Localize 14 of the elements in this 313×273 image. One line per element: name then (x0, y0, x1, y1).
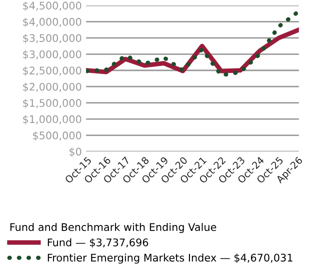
legend-label: Frontier Emerging Markets Index — $4,670,031 (48, 254, 292, 264)
y-tick-label: $500,000 (33, 131, 82, 141)
legend-title: Fund and Benchmark with Ending Value (10, 222, 216, 234)
y-tick-label: $2,000,000 (23, 82, 82, 92)
y-tick-label: $0 (70, 148, 82, 158)
y-tick-label: $3,500,000 (23, 34, 82, 44)
y-tick-label: $2,500,000 (23, 66, 82, 76)
legend-label: Fund — $3,737,696 (48, 238, 148, 248)
y-tick-label: $4,500,000 (23, 2, 82, 11)
y-tick-label: $4,000,000 (23, 18, 82, 28)
y-tick-label: $1,000,000 (23, 115, 82, 125)
y-tick-label: $1,500,000 (23, 98, 82, 108)
line-series (86, 10, 299, 78)
y-tick-label: $3,000,000 (23, 50, 82, 60)
